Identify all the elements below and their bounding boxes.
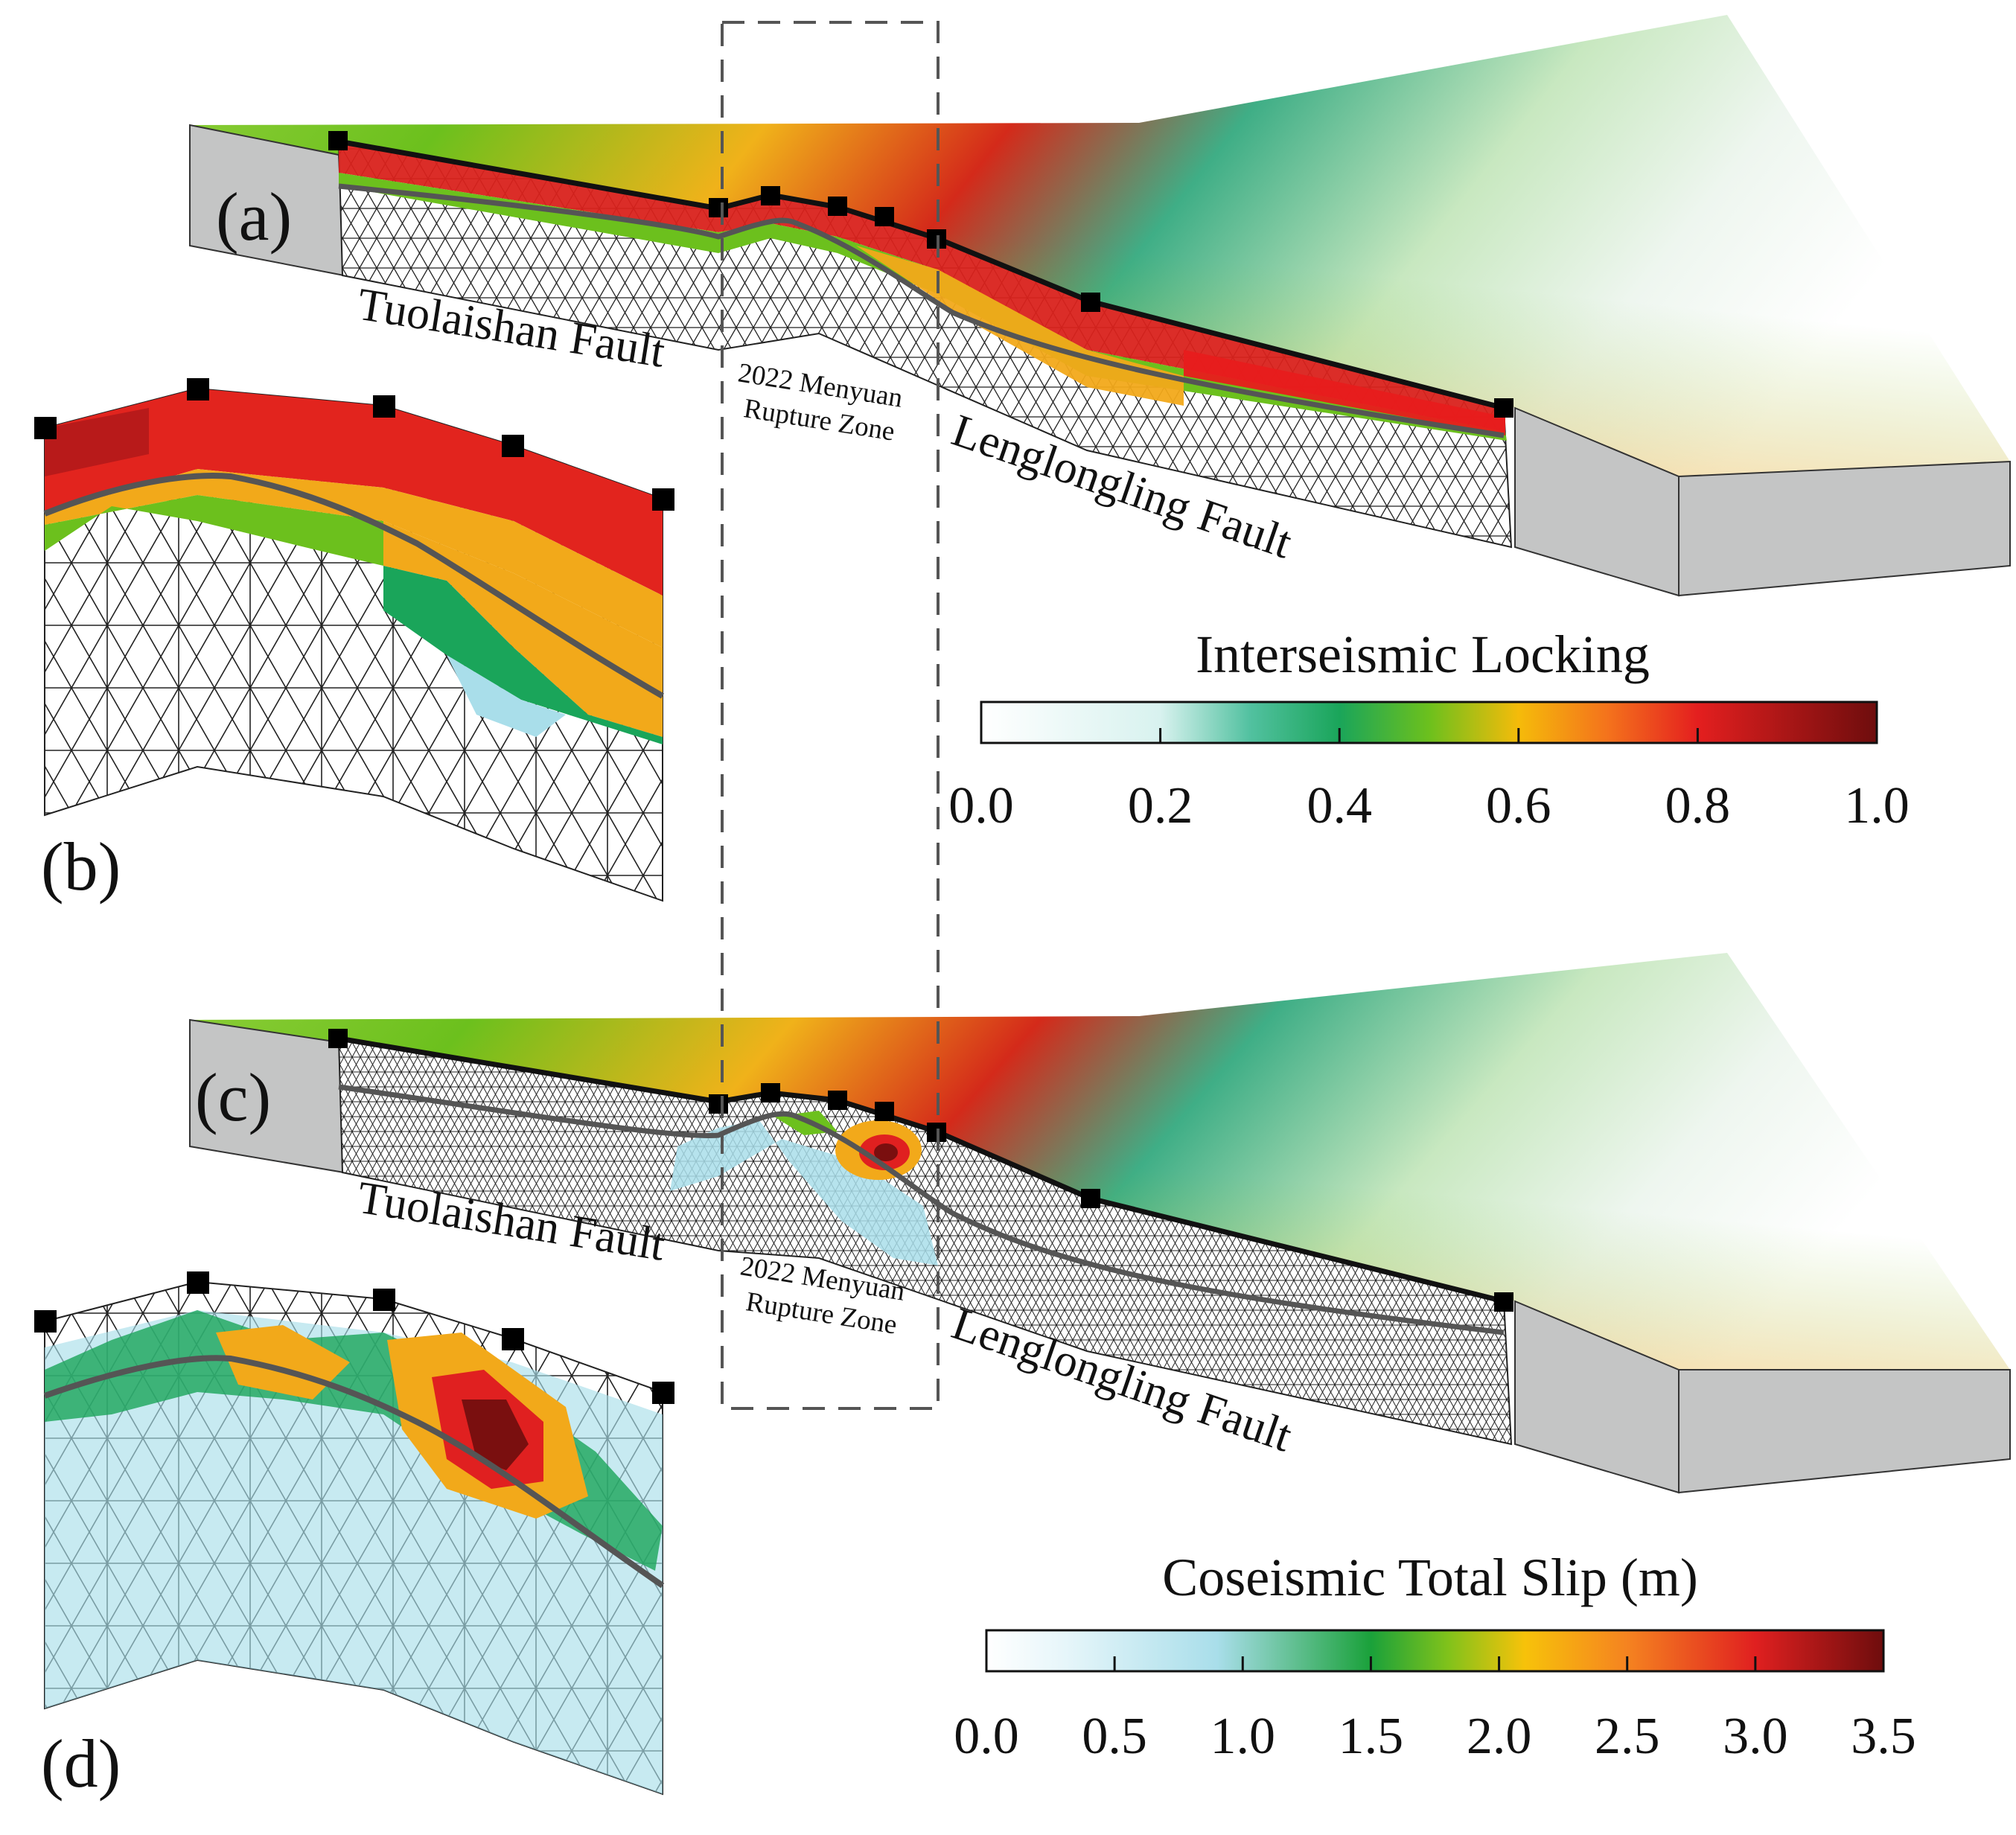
- segment-nodes-d: [34, 1271, 674, 1404]
- segment-nodes-a: [328, 131, 1513, 418]
- colorbar-locking-tick-label: 1.0: [1844, 777, 1910, 834]
- depth-contour-b: [43, 473, 664, 699]
- colorbar-locking-tick-label: 0.6: [1486, 777, 1551, 834]
- colorbar-slip-ticks: 0.0 0.5 1.0 1.5 2.0 2.5 3.0 3.5: [954, 1656, 1916, 1765]
- colorbar-locking-tick-label: 0.4: [1307, 777, 1372, 834]
- colorbar-slip-bar: [985, 1629, 1885, 1673]
- colorbar-slip-tick-label: 1.0: [1210, 1708, 1276, 1765]
- colorbar-locking-title: Interseismic Locking: [1196, 625, 1650, 684]
- colorbar-locking-bar: [980, 701, 1878, 744]
- panel-label-b: (b): [41, 829, 121, 904]
- colorbar-slip-tick-label: 0.5: [1082, 1708, 1147, 1765]
- colorbar-slip-tick-label: 2.5: [1595, 1708, 1660, 1765]
- colorbar-locking-ticks: 0.0 0.2 0.4 0.6 0.8 1.0: [948, 728, 1910, 834]
- rupture-zone-label-a: 2022 Menyuan Rupture Zone: [736, 357, 905, 447]
- panel-label-a: (a): [216, 179, 292, 255]
- colorbar-locking-tick-label: 0.0: [948, 777, 1014, 834]
- panel-b-inset: [34, 378, 674, 902]
- panel-d-inset: [34, 1271, 674, 1796]
- depth-contour-a: [338, 183, 1505, 438]
- colorbar-slip-title: Coseismic Total Slip (m): [1162, 1548, 1698, 1607]
- colorbar-slip-tick-label: 2.0: [1467, 1708, 1532, 1765]
- panel-c-block: [189, 953, 2011, 1494]
- panel-a-block: [189, 15, 2011, 597]
- colorbar-slip-tick-label: 0.0: [954, 1708, 1019, 1765]
- colorbar-slip-tick-label: 3.0: [1723, 1708, 1788, 1765]
- colorbar-slip-tick-label: 1.5: [1339, 1708, 1404, 1765]
- colorbar-locking-tick-label: 0.2: [1128, 777, 1193, 834]
- panel-label-c: (c): [195, 1059, 271, 1135]
- panel-label-d: (d): [41, 1726, 121, 1802]
- rupture-zone-box: [721, 21, 940, 1410]
- colorbar-locking: Interseismic Locking 0.0 0.2 0.4 0.6 0.8 1.0: [948, 625, 1910, 834]
- colorbar-locking-tick-label: 0.8: [1665, 777, 1731, 834]
- segment-nodes-b: [34, 378, 674, 511]
- colorbar-slip-tick-label: 3.5: [1851, 1708, 1916, 1765]
- depth-contour-c: [338, 1084, 1505, 1335]
- segment-nodes-c: [328, 1029, 1513, 1312]
- depth-contour-d: [43, 1355, 665, 1589]
- colorbar-slip: Coseismic Total Slip (m) 0.0 0.5 1.0 1.5 2.0…: [954, 1548, 1916, 1765]
